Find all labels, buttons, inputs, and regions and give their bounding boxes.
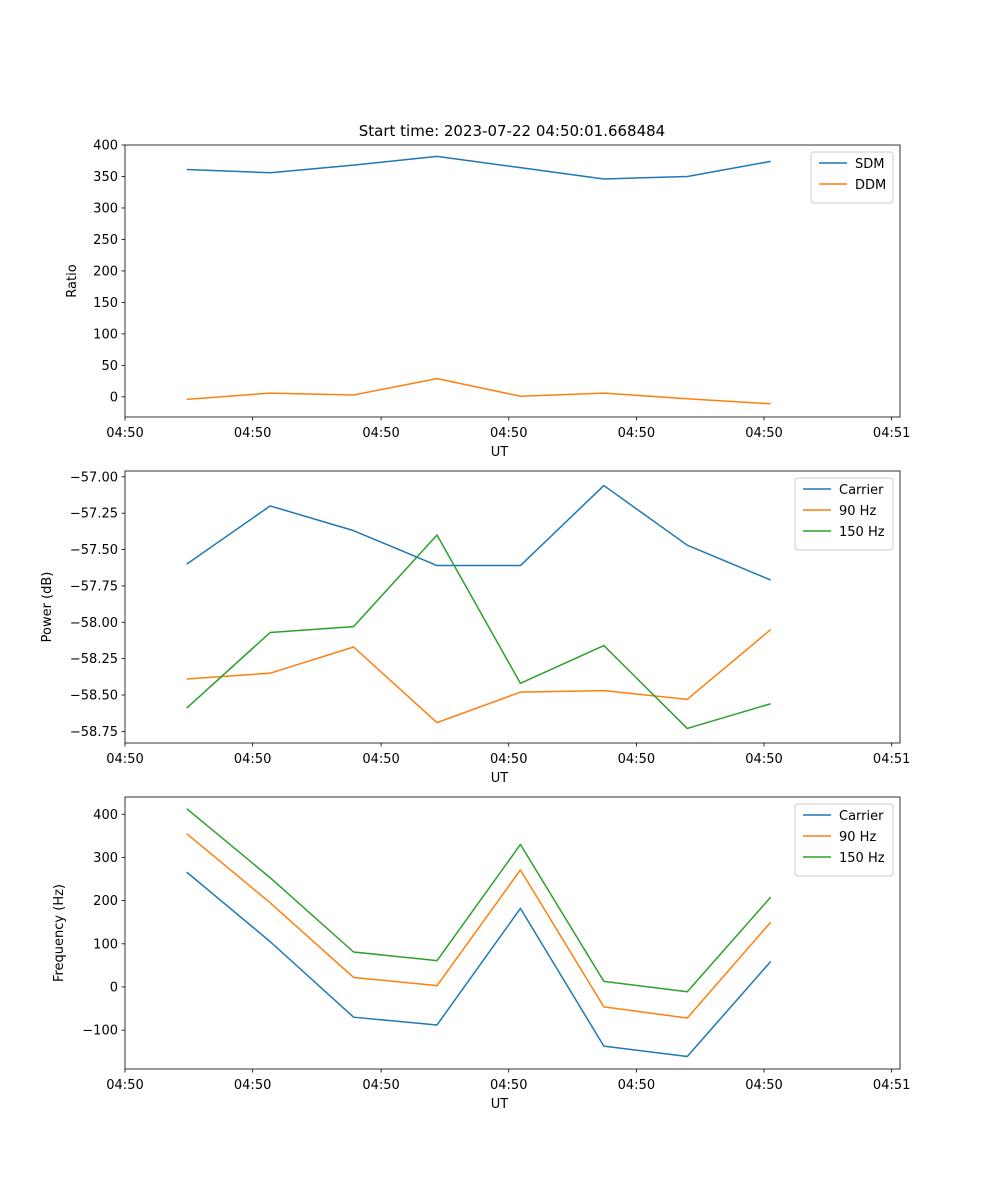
x-tick-label: 04:50 <box>490 752 527 767</box>
y-tick-label: −57.75 <box>70 579 118 594</box>
x-tick-label: 04:50 <box>106 752 143 767</box>
series-line-90-hz <box>186 833 772 1019</box>
series-line-150-hz <box>186 534 771 730</box>
y-tick-label: 0 <box>110 980 118 995</box>
legend-label-carrier: Carrier <box>839 483 884 498</box>
y-tick-label: 350 <box>93 170 118 185</box>
x-tick-label: 04:51 <box>873 426 910 441</box>
y-tick-label: 400 <box>93 139 118 154</box>
legend-label-sdm: SDM <box>855 157 884 172</box>
subplot-2: 04:50 04:50 04:50 04:50 04:50 04:50 04:51 −58.7… <box>40 470 910 786</box>
y-tick-label: −100 <box>82 1024 118 1039</box>
y-tick-label: −57.25 <box>70 507 118 522</box>
series-line-sdm <box>186 155 771 180</box>
x-tick-label: 04:51 <box>873 752 910 767</box>
x-axis-label: UT <box>491 445 509 460</box>
x-tick-label: 04:50 <box>745 426 782 441</box>
y-tick-label: 100 <box>93 937 118 952</box>
series-line-carrier <box>186 871 772 1058</box>
y-tick-label: −58.75 <box>70 725 118 740</box>
legend-label-carrier: Carrier <box>839 809 884 824</box>
y-axis-label: Frequency (Hz) <box>52 884 67 982</box>
axes-frame <box>124 796 901 1070</box>
y-tick-label: 400 <box>93 808 118 823</box>
series-line-carrier <box>186 484 771 581</box>
y-tick-label: −57.00 <box>70 470 118 485</box>
x-tick-label: 04:50 <box>618 1078 655 1093</box>
x-tick-label: 04:50 <box>362 426 399 441</box>
legend-label-ddm: DDM <box>855 178 886 193</box>
legend-label-90-hz: 90 Hz <box>839 830 876 845</box>
x-axis-label: UT <box>491 771 509 786</box>
y-tick-label: −57.50 <box>70 543 118 558</box>
y-tick-label: 50 <box>101 359 118 374</box>
x-tick-label: 04:50 <box>618 752 655 767</box>
legend-box <box>794 477 894 551</box>
x-tick-label: 04:50 <box>362 1078 399 1093</box>
x-tick-label: 04:50 <box>234 752 271 767</box>
series-line-150-hz <box>186 808 772 993</box>
y-tick-label: 300 <box>93 851 118 866</box>
legend-label-150-hz: 150 Hz <box>839 525 885 540</box>
legend-box <box>810 151 894 204</box>
y-tick-label: −58.25 <box>70 652 118 667</box>
legend-label-90-hz: 90 Hz <box>839 504 876 519</box>
y-tick-label: 0 <box>110 390 118 405</box>
x-axis-label: UT <box>491 1097 509 1112</box>
series-line-90-hz <box>186 628 772 724</box>
x-tick-label: 04:50 <box>234 426 271 441</box>
legend: SDM DDM <box>810 151 894 204</box>
y-axis-label: Power (dB) <box>40 572 55 643</box>
subplot-3: 04:50 04:50 04:50 04:50 04:50 04:50 04:51 −100 0… <box>52 796 910 1112</box>
y-tick-label: −58.50 <box>70 689 118 704</box>
axes-frame <box>124 470 901 744</box>
y-tick-label: 150 <box>93 296 118 311</box>
y-tick-label: 200 <box>93 894 118 909</box>
x-tick-label: 04:50 <box>106 1078 143 1093</box>
legend-label-150-hz: 150 Hz <box>839 851 885 866</box>
x-tick-label: 04:50 <box>362 752 399 767</box>
subplot-1: 04:50 04:50 04:50 04:50 04:50 04:50 04:51 0 50 10… <box>65 139 910 461</box>
x-tick-label: 04:50 <box>618 426 655 441</box>
y-tick-label: 100 <box>93 327 118 342</box>
legend-box <box>794 803 894 877</box>
y-tick-label: 200 <box>93 264 118 279</box>
x-tick-label: 04:50 <box>490 426 527 441</box>
x-tick-label: 04:50 <box>234 1078 271 1093</box>
y-tick-label: −58.00 <box>70 616 118 631</box>
y-tick-label: 300 <box>93 201 118 216</box>
x-tick-label: 04:51 <box>873 1078 910 1093</box>
y-tick-label: 250 <box>93 233 118 248</box>
legend: Carrier 90 Hz 150 Hz <box>794 803 894 877</box>
series-line-ddm <box>186 377 771 405</box>
subplots: 04:50 04:50 04:50 04:50 04:50 04:50 04:51 0 50 10… <box>40 139 910 1113</box>
x-tick-label: 04:50 <box>490 1078 527 1093</box>
y-axis-label: Ratio <box>65 264 80 297</box>
legend: Carrier 90 Hz 150 Hz <box>794 477 894 551</box>
x-tick-label: 04:50 <box>745 752 782 767</box>
x-tick-label: 04:50 <box>745 1078 782 1093</box>
axes-frame <box>124 144 901 418</box>
x-tick-label: 04:50 <box>106 426 143 441</box>
figure-title: Start time: 2023-07-22 04:50:01.668484 <box>359 122 665 140</box>
